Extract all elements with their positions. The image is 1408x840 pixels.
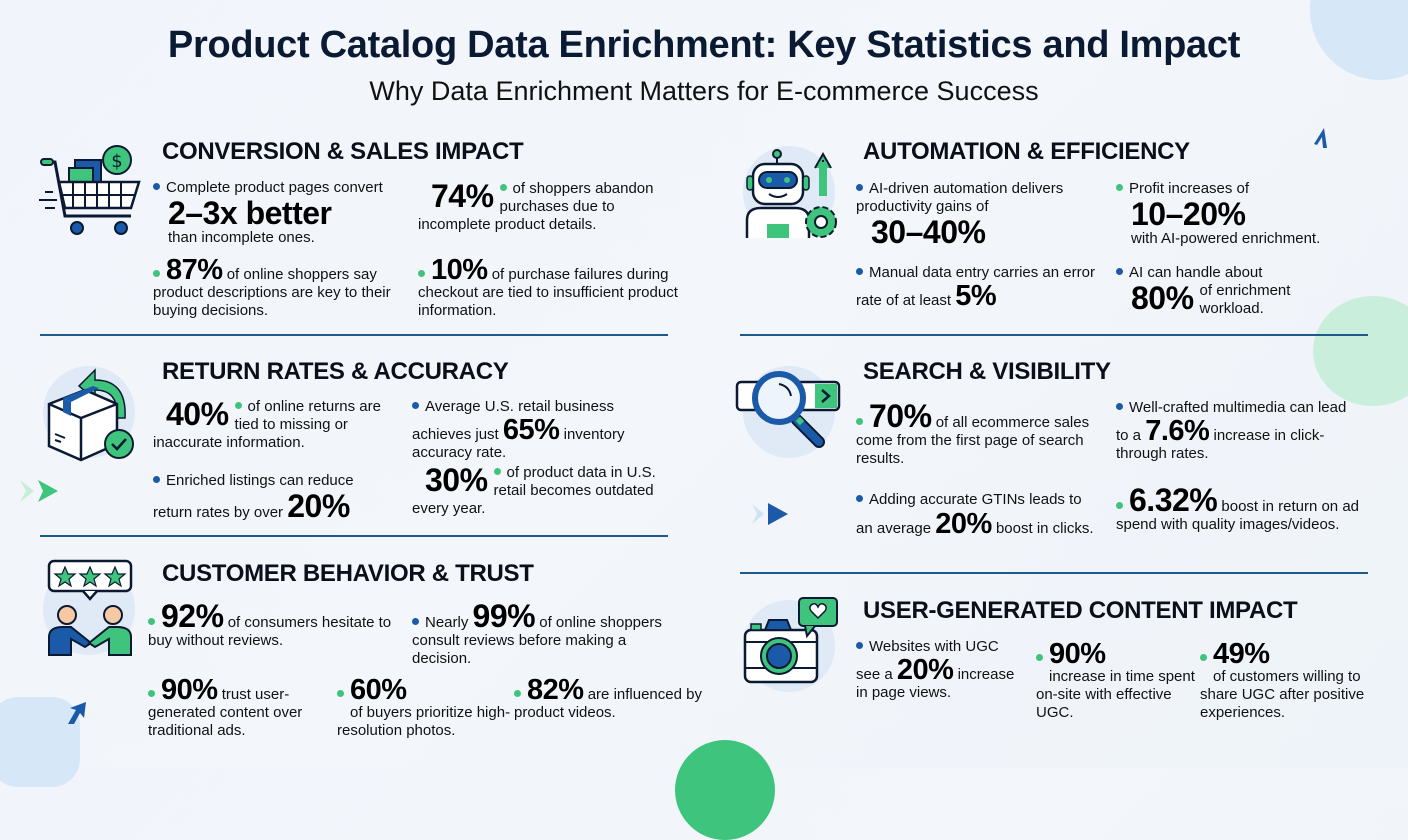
stat-item: 70% of all ecommerce sales come from the… [856, 398, 1090, 467]
stat-item: 49% of customers willing to share UGC af… [1200, 638, 1365, 721]
stat-item: Adding accurate GTINs leads to an averag… [856, 491, 1094, 540]
stat-item: Average U.S. retail business achieves ju… [412, 398, 625, 461]
stat-item: Websites with UGC see a 20% increase in … [856, 638, 1015, 701]
section-divider [40, 535, 668, 537]
robot-gear-icon [735, 138, 845, 248]
bullet-dot [856, 494, 863, 502]
stat-value: 10% [431, 254, 488, 286]
stat-value: 90% [1049, 638, 1106, 670]
stat-item: 90% increase in time spent on-site with … [1036, 638, 1195, 721]
bullet-dot [1036, 653, 1043, 661]
handshake-review-stars-icon [35, 555, 145, 665]
stat-item: AI-driven automation delivers productivi… [856, 180, 1064, 250]
bullet-dot [1116, 402, 1123, 410]
stat-item: 10% of purchase failures during checkout… [418, 254, 678, 319]
section-title: SEARCH & VISIBILITY [863, 358, 1111, 385]
page-title: Product Catalog Data Enrichment: Key Sta… [167, 24, 1241, 66]
section-title: CUSTOMER BEHAVIOR & TRUST [162, 560, 534, 587]
bullet-dot [856, 417, 863, 425]
stat-value: 87% [166, 254, 223, 286]
stat-item: 74% of shoppers abandon purchases due to … [418, 178, 654, 233]
bullet-dot [1116, 267, 1123, 275]
bullet-dot [856, 641, 863, 649]
stat-item: Manual data entry carries an error rate … [856, 264, 1095, 312]
stat-item: 30% of product data in U.S. retail become… [412, 462, 656, 517]
stat-value: 5% [955, 280, 997, 312]
section-title: USER-GENERATED CONTENT IMPACT [863, 597, 1298, 624]
arrow-up-right-icon [68, 702, 86, 724]
stat-value: 7.6% [1145, 415, 1210, 447]
camera-heart-icon [735, 592, 845, 702]
stat-value: 60% [350, 674, 407, 706]
stat-item: 6.32% boost in return on ad spend with q… [1116, 482, 1359, 533]
stat-value: 30% [425, 462, 488, 498]
stat-value: 20% [935, 508, 992, 540]
stat-value: 2–3x better [168, 195, 332, 231]
stat-item: Profit increases of 10–20% with AI-power… [1116, 180, 1366, 248]
bullet-dot [148, 689, 155, 697]
double-chevron-right-icon [752, 503, 788, 525]
bullet-dot [153, 269, 160, 277]
bullet-dot [856, 183, 863, 191]
stat-item: 60% of buyers prioritize high-resolution… [337, 674, 511, 739]
stat-item: AI can handle about 80% of enrichment wor… [1116, 264, 1326, 318]
stat-value: 92% [161, 598, 224, 634]
magnifier-search-bar-icon [735, 358, 845, 468]
stat-item: 87% of online shoppers say product descr… [153, 254, 391, 319]
stat-item: Enriched listings can reduce return rate… [153, 472, 354, 524]
bullet-dot [412, 617, 419, 625]
bullet-dot [856, 267, 863, 275]
bullet-dot [153, 182, 160, 190]
stat-value: 10–20% [1131, 196, 1246, 232]
stat-item: Nearly 99% of online shoppers consult re… [412, 598, 662, 667]
bullet-dot [499, 183, 507, 191]
svg-text:$: $ [111, 151, 122, 172]
arrow-up-icon [1314, 128, 1327, 148]
stat-value: 30–40% [871, 214, 986, 250]
bullet-dot [234, 401, 242, 409]
stat-value: 80% [1131, 280, 1194, 316]
bullet-dot [412, 401, 419, 409]
bullet-dot [514, 689, 521, 697]
stat-item: 40% of online returns are tied to missing… [153, 396, 381, 451]
bullet-dot [153, 475, 160, 483]
bullet-dot [418, 269, 425, 277]
stat-value: 20% [287, 488, 350, 524]
stat-value: 49% [1213, 638, 1270, 670]
decorative-circle-mid-right [1313, 296, 1408, 406]
stat-item: Well-crafted multimedia can lead to a 7.… [1116, 399, 1347, 462]
stat-value: 99% [472, 598, 536, 634]
bullet-dot [1116, 183, 1123, 191]
stat-value: 74% [431, 178, 494, 214]
stat-item: 92% of consumers hesitate to buy without… [148, 598, 392, 649]
stat-value: 40% [166, 396, 229, 432]
bullet-dot [337, 689, 344, 697]
page-subtitle: Why Data Enrichment Matters for E-commer… [369, 76, 1039, 106]
stat-item: 90% trust user-generated content over tr… [148, 674, 303, 739]
stat-value: 82% [527, 674, 584, 706]
section-divider [40, 334, 668, 336]
decorative-circle-bottom-middle [675, 740, 775, 840]
section-title: RETURN RATES & ACCURACY [162, 358, 509, 385]
section-divider [740, 334, 1368, 336]
shopping-cart-dollar-icon: $ [35, 138, 145, 248]
stat-value: 70% [869, 398, 932, 434]
stat-value: 20% [896, 654, 954, 686]
double-chevron-right-icon [20, 480, 58, 502]
bullet-dot [1200, 653, 1207, 661]
bullet-dot [1116, 501, 1123, 509]
stat-item: 82% are influenced by product videos. [514, 674, 702, 721]
stat-item: Complete product pages convert 2–3x bett… [153, 179, 423, 247]
section-divider [740, 572, 1368, 574]
section-title: CONVERSION & SALES IMPACT [162, 138, 524, 165]
stat-value: 6.32% [1129, 482, 1218, 518]
bullet-dot [493, 467, 501, 475]
stat-value: 90% [161, 674, 218, 706]
section-title: AUTOMATION & EFFICIENCY [863, 138, 1190, 165]
stat-value: 65% [502, 414, 560, 446]
box-return-check-icon [35, 358, 145, 468]
bullet-dot [148, 617, 155, 625]
